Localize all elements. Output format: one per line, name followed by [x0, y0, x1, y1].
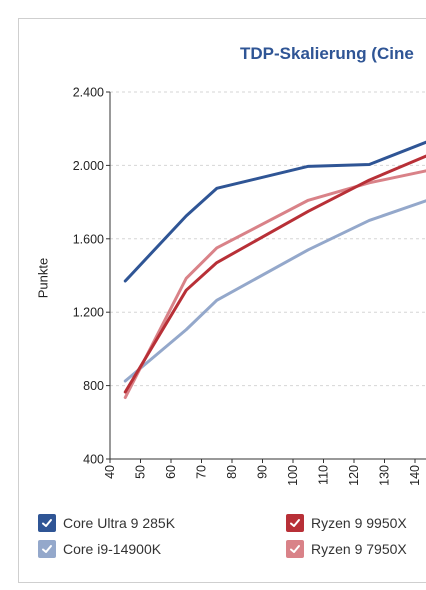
legend-item-ryzen-9-9950x[interactable]: Ryzen 9 9950X: [286, 514, 407, 532]
chart-title: TDP-Skalierung (Cine: [240, 44, 414, 63]
x-tick-label: 70: [195, 465, 209, 479]
legend-label: Core Ultra 9 285K: [63, 515, 176, 531]
y-tick-label: 1.600: [73, 232, 104, 246]
legend-item-ryzen-9-7950x[interactable]: Ryzen 9 7950X: [286, 540, 407, 558]
y-tick-label: 400: [83, 453, 104, 467]
legend-item-core-ultra-9-285k[interactable]: Core Ultra 9 285K: [38, 514, 175, 532]
checkbox-checked-icon[interactable]: [286, 540, 304, 558]
x-tick-label: 80: [225, 465, 239, 479]
x-tick-label: 110: [317, 465, 331, 485]
checkbox-checked-icon[interactable]: [38, 540, 56, 558]
series-line-core-i9-14900k: [123, 199, 426, 383]
legend-label: Ryzen 9 9950X: [311, 515, 407, 531]
chart-card: [18, 18, 426, 583]
series-line-ryzen-9-9950x: [123, 154, 426, 394]
x-tick-label: 120: [347, 465, 361, 486]
y-tick-label: 800: [83, 379, 104, 393]
legend-label: Core i9-14900K: [63, 541, 162, 557]
legend-item-core-i9-14900k[interactable]: Core i9-14900K: [38, 540, 161, 558]
grid-lines: [110, 91, 426, 387]
x-tick-label: 60: [164, 465, 178, 479]
x-tick-label: 100: [286, 465, 300, 486]
checkbox-checked-icon[interactable]: [38, 514, 56, 532]
series-lines: [123, 140, 426, 400]
y-tick-labels: 400 800 1.200 1.600 2.000 2.400: [73, 86, 104, 467]
x-tick-label: 50: [134, 465, 148, 479]
series-line-ryzen-9-7950x: [123, 169, 426, 400]
y-tick-label: 1.200: [73, 306, 104, 320]
x-tick-label: 90: [256, 465, 270, 479]
y-tick-label: 2.000: [73, 159, 104, 173]
y-tick-label: 2.400: [73, 86, 104, 100]
x-tick-labels: 40 50 60 70 80 90 100 110 120 130 140: [103, 465, 422, 486]
axes: [106, 91, 426, 463]
x-tick-label: 140: [408, 465, 422, 486]
x-tick-label: 40: [103, 465, 117, 479]
checkbox-checked-icon[interactable]: [286, 514, 304, 532]
legend-label: Ryzen 9 7950X: [311, 541, 407, 557]
series-line-core-ultra-9-285k: [123, 140, 426, 283]
x-tick-label: 130: [378, 465, 392, 486]
